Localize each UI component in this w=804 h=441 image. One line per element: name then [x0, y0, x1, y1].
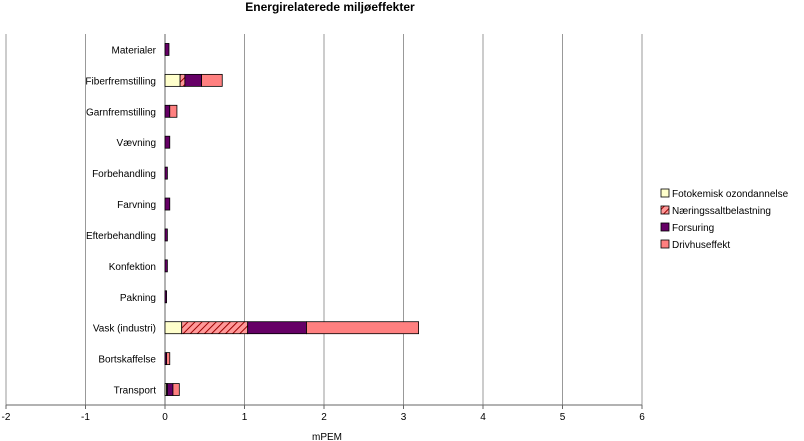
category-label: Transport: [114, 386, 157, 397]
x-tick-label: 0: [162, 412, 168, 423]
x-tick-label: 6: [639, 412, 645, 423]
bar-segment: [164, 321, 183, 335]
x-tick-labels: -2 -1 0 1 2 3 4 5 6: [2, 412, 646, 423]
legend-swatch: [660, 205, 670, 215]
gridlines: [5, 34, 643, 409]
bar-segment: [166, 383, 174, 396]
legend-swatch: [660, 239, 670, 249]
category-label: Pakning: [120, 293, 156, 304]
category-label: Efterbehandling: [86, 231, 156, 242]
bars: [164, 43, 420, 396]
bar-segment: [164, 259, 168, 273]
legend-swatch: [660, 188, 670, 198]
x-tick-label: 5: [560, 412, 566, 423]
bar-segment: [164, 228, 168, 242]
legend-label: Forsuring: [672, 223, 714, 234]
legend-label: Drivhuseffekt: [672, 240, 730, 251]
category-label: Bortskaffelse: [98, 355, 156, 366]
category-label: Fiberfremstilling: [85, 76, 156, 87]
bar-segment: [184, 73, 202, 87]
x-tick-label: 1: [242, 412, 248, 423]
bar-segment: [164, 104, 171, 118]
legend-swatch: [660, 222, 670, 232]
category-label: Farvning: [117, 200, 156, 211]
bar-segment: [164, 166, 168, 180]
legend: Fotokemisk ozondannelse Næringssaltbelast…: [660, 188, 789, 251]
chart-title: Energirelaterede miljøeffekter: [245, 0, 415, 14]
category-labels: Materialer Fiberfremstilling Garnfremstill…: [85, 45, 156, 396]
bar-segment: [164, 73, 181, 87]
x-tick-label: 2: [321, 412, 327, 423]
bar-segment: [179, 73, 186, 87]
bar-segment: [164, 135, 171, 149]
x-tick-label: 3: [401, 412, 407, 423]
legend-label: Næringssaltbelastning: [672, 206, 771, 217]
x-axis-label: mPEM: [312, 432, 342, 441]
category-label: Garnfremstilling: [86, 107, 156, 118]
category-label: Vask (industri): [93, 324, 156, 335]
bar-segment: [166, 352, 171, 366]
bar-segment: [306, 321, 420, 335]
bar-segment: [247, 321, 307, 335]
legend-label: Fotokemisk ozondannelse: [672, 189, 789, 200]
x-tick-label: 4: [480, 412, 486, 423]
x-tick-label: -2: [2, 412, 11, 423]
x-tick-label: -1: [81, 412, 90, 423]
bar-segment: [172, 383, 180, 396]
bar-segment: [164, 290, 167, 304]
bar-segment: [164, 43, 170, 56]
category-label: Forbehandling: [92, 169, 156, 180]
category-label: Materialer: [112, 45, 157, 56]
category-label: Konfektion: [109, 262, 156, 273]
bar-segment: [164, 197, 171, 211]
category-label: Vævning: [117, 138, 156, 149]
bar-segment: [169, 104, 178, 118]
bar-segment: [181, 321, 249, 335]
bar-segment: [201, 73, 223, 87]
